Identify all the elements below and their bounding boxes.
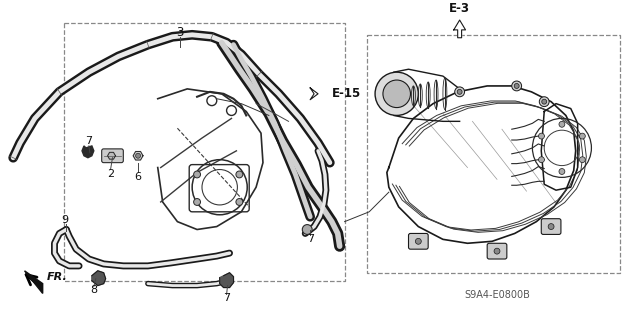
Circle shape xyxy=(494,248,500,254)
Circle shape xyxy=(302,225,312,234)
Circle shape xyxy=(236,171,243,178)
Text: 8: 8 xyxy=(90,286,97,295)
Circle shape xyxy=(540,97,549,107)
Circle shape xyxy=(512,81,522,91)
Text: 9: 9 xyxy=(61,215,68,225)
Circle shape xyxy=(548,224,554,229)
Circle shape xyxy=(538,133,545,139)
Text: 3: 3 xyxy=(177,26,184,39)
Circle shape xyxy=(194,171,200,178)
Text: E-15: E-15 xyxy=(332,87,361,100)
Text: S9A4-E0800B: S9A4-E0800B xyxy=(464,290,530,300)
Circle shape xyxy=(579,133,586,139)
Text: 7: 7 xyxy=(223,293,230,303)
Text: 7: 7 xyxy=(85,136,92,146)
Circle shape xyxy=(236,198,243,205)
Circle shape xyxy=(538,157,545,163)
Circle shape xyxy=(514,84,519,88)
Polygon shape xyxy=(108,152,115,159)
Polygon shape xyxy=(454,20,465,38)
Circle shape xyxy=(136,153,141,158)
Polygon shape xyxy=(310,88,318,100)
Text: 2: 2 xyxy=(107,169,114,180)
Polygon shape xyxy=(82,146,94,158)
Circle shape xyxy=(455,87,465,97)
Circle shape xyxy=(415,238,421,244)
Text: 6: 6 xyxy=(134,172,141,182)
FancyBboxPatch shape xyxy=(487,243,507,259)
FancyBboxPatch shape xyxy=(408,234,428,249)
Circle shape xyxy=(457,89,462,94)
Text: FR.: FR. xyxy=(47,272,67,282)
Polygon shape xyxy=(92,271,106,286)
Text: 7: 7 xyxy=(307,234,314,244)
FancyBboxPatch shape xyxy=(102,149,124,163)
Circle shape xyxy=(559,121,565,127)
Circle shape xyxy=(559,168,565,174)
Polygon shape xyxy=(24,271,43,293)
Circle shape xyxy=(579,157,586,163)
Circle shape xyxy=(375,72,419,115)
Polygon shape xyxy=(220,273,234,287)
Circle shape xyxy=(383,80,410,108)
Text: E-3: E-3 xyxy=(449,2,470,15)
Circle shape xyxy=(194,198,200,205)
Circle shape xyxy=(541,99,547,104)
Polygon shape xyxy=(133,152,143,160)
FancyBboxPatch shape xyxy=(541,219,561,234)
